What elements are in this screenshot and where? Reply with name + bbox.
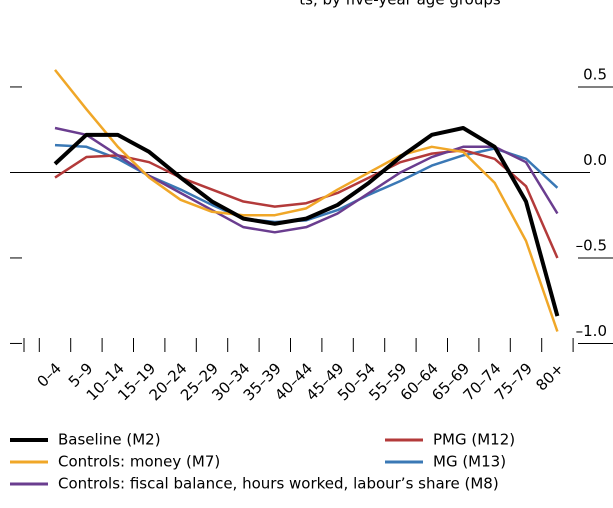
series-line — [54, 148, 559, 259]
y-tick-label: 0.0 — [583, 151, 607, 169]
x-tick-label: 0–4 — [33, 359, 65, 391]
legend-label: Baseline (M2) — [58, 431, 161, 449]
y-tick-label: 0.5 — [583, 65, 607, 83]
series-line — [53, 125, 560, 317]
legend-label: Controls: money (M7) — [58, 453, 220, 471]
chart-title: ts, by five-year age groups — [299, 0, 501, 9]
series-line — [54, 69, 559, 332]
legend-label: Controls: fiscal balance, hours worked, … — [58, 475, 499, 493]
y-tick-label: –1.0 — [576, 322, 607, 340]
y-tick-label: –0.5 — [576, 236, 607, 254]
legend-label: PMG (M12) — [433, 431, 515, 449]
x-tick-label: 80+ — [532, 359, 567, 394]
legend-label: MG (M13) — [433, 453, 506, 471]
